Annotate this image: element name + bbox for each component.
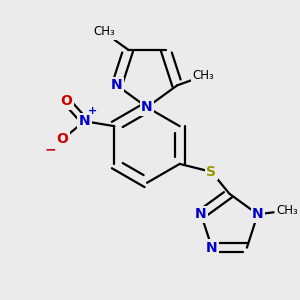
- Text: CH₃: CH₃: [94, 26, 116, 38]
- Text: N: N: [141, 100, 153, 114]
- Text: O: O: [61, 94, 73, 108]
- Text: CH₃: CH₃: [192, 69, 214, 82]
- Text: +: +: [88, 106, 97, 116]
- Text: CH₃: CH₃: [277, 204, 298, 217]
- Text: S: S: [206, 165, 217, 179]
- Text: −: −: [45, 142, 57, 156]
- Text: N: N: [252, 207, 263, 221]
- Text: N: N: [111, 78, 123, 92]
- Text: O: O: [57, 132, 69, 146]
- Text: N: N: [79, 114, 90, 128]
- Text: N: N: [206, 241, 218, 255]
- Text: N: N: [195, 207, 207, 221]
